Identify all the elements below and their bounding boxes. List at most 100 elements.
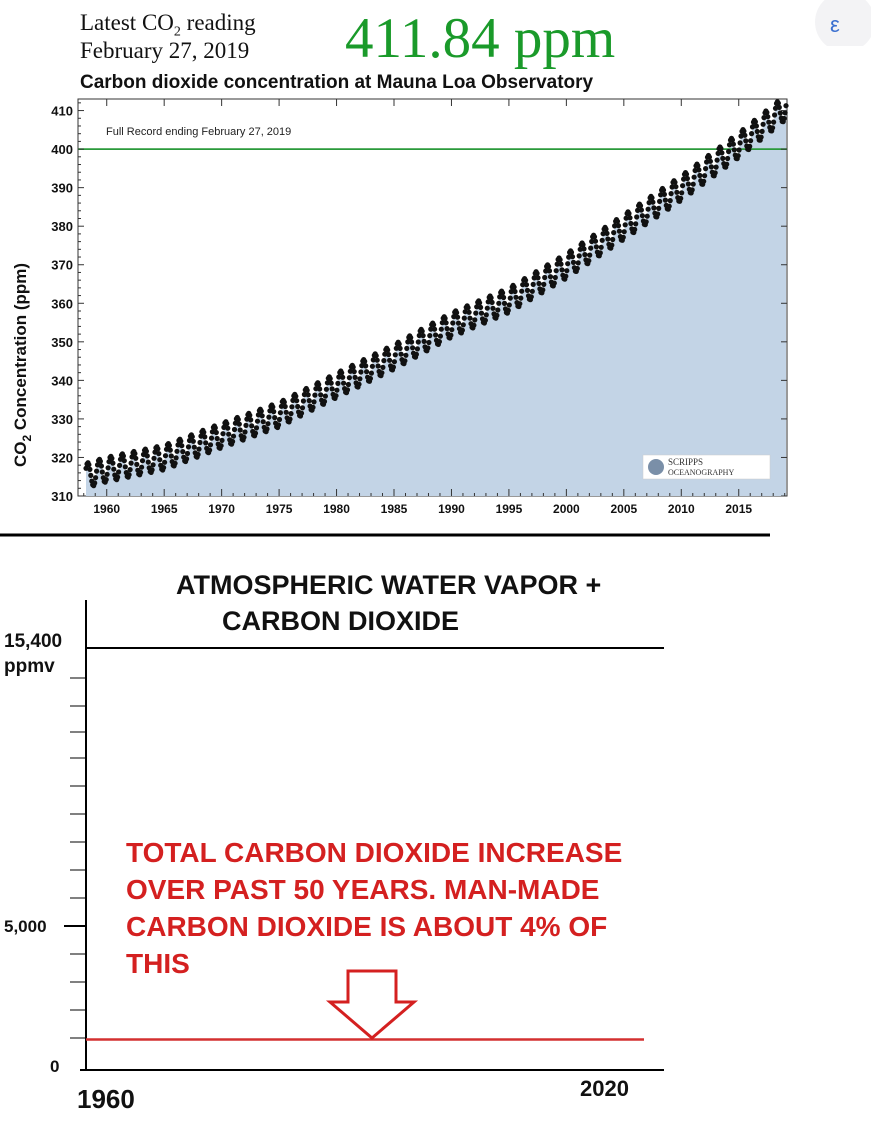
co2-point xyxy=(474,304,480,310)
co2-point xyxy=(569,254,576,260)
co2-point xyxy=(290,397,296,403)
co2-point xyxy=(111,466,117,472)
co2-point xyxy=(115,474,121,480)
co2-point xyxy=(621,229,627,235)
co2-point xyxy=(144,453,150,459)
co2-point xyxy=(461,315,467,321)
co2-point xyxy=(753,123,760,129)
scripps-logo: SCRIPPS OCEANOGRAPHY xyxy=(642,454,771,480)
co2-point xyxy=(431,322,437,328)
co2-point xyxy=(346,375,352,381)
co2-point xyxy=(449,327,455,333)
co2-point xyxy=(754,128,760,135)
co2-point xyxy=(553,268,559,274)
co2-point xyxy=(374,357,380,363)
co2-point xyxy=(83,465,89,471)
co2-point xyxy=(530,281,536,287)
co2-point xyxy=(380,364,386,370)
co2-point xyxy=(178,438,184,444)
co2-point xyxy=(565,261,571,267)
co2-point xyxy=(766,119,772,125)
co2-point xyxy=(529,288,535,294)
co2-point xyxy=(87,466,93,472)
co2-point xyxy=(512,288,518,295)
co2-point xyxy=(98,463,104,469)
co2-point xyxy=(689,187,695,193)
co2-point xyxy=(679,190,685,196)
co2-point xyxy=(593,244,600,250)
co2-point xyxy=(485,299,491,305)
x-tick-label: 1985 xyxy=(381,502,408,516)
co2-point xyxy=(546,268,553,274)
y-axis-label: CO2 Concentration (ppm) xyxy=(11,263,34,467)
x-tick-label: 1980 xyxy=(323,502,350,516)
co2-point xyxy=(201,429,207,435)
co2-point xyxy=(126,472,132,478)
co2-point xyxy=(278,403,284,409)
co2-point xyxy=(236,421,242,427)
co2-point xyxy=(316,381,322,388)
co2-point xyxy=(232,420,238,426)
co2-point xyxy=(772,112,778,118)
co2-point xyxy=(272,415,278,421)
co2-point xyxy=(241,434,247,440)
co2-point xyxy=(660,187,667,193)
co2-point xyxy=(172,460,178,466)
co2-point xyxy=(390,364,396,370)
x-tick-label: 2010 xyxy=(668,502,695,516)
co2-point xyxy=(523,277,529,283)
co2-point xyxy=(409,339,415,345)
co2-point xyxy=(375,363,381,369)
co2-point xyxy=(162,453,169,459)
co2-point xyxy=(247,412,253,418)
co2-point xyxy=(462,309,468,315)
co2-point xyxy=(770,125,776,131)
co2-point xyxy=(564,268,570,274)
co2-point xyxy=(143,448,149,454)
co2-point xyxy=(347,368,353,374)
co2-point xyxy=(609,242,615,248)
co2-point xyxy=(293,393,299,399)
co2-point xyxy=(324,380,330,386)
co2-point xyxy=(221,424,227,430)
co2-point xyxy=(551,280,557,286)
co2-point xyxy=(254,418,261,424)
co2-point xyxy=(94,462,101,468)
co2-point xyxy=(587,252,593,258)
co2-point xyxy=(713,164,719,170)
co2-point xyxy=(214,435,220,442)
co2-point xyxy=(404,345,410,351)
corner-app-icon[interactable]: ε xyxy=(800,0,871,52)
co2-point xyxy=(92,480,98,486)
x-tick-label: 1990 xyxy=(438,502,465,516)
svg-text:OCEANOGRAPHY: OCEANOGRAPHY xyxy=(668,468,734,477)
co2-point xyxy=(738,133,744,139)
co2-point xyxy=(189,434,195,440)
co2-point xyxy=(576,253,582,259)
co2-point xyxy=(726,142,733,148)
co2-point xyxy=(726,148,732,155)
co2-point xyxy=(184,456,190,462)
co2-point xyxy=(442,315,448,321)
co2-point xyxy=(379,370,385,376)
co2-point xyxy=(103,477,109,483)
co2-point xyxy=(88,472,94,478)
co2-point xyxy=(528,294,534,300)
co2-point xyxy=(359,363,365,369)
x-axis-ticks: 1960 1965 1970 1975 1980 1985 1990 1995 2000 2005… xyxy=(83,99,786,516)
co2-point xyxy=(219,437,225,443)
co2-point xyxy=(408,335,414,341)
co2-point xyxy=(646,200,652,206)
corner-icon-glyph: ε xyxy=(830,12,840,37)
co2-point xyxy=(775,100,782,106)
co2-point xyxy=(403,352,409,358)
co2-point xyxy=(252,430,259,436)
co2-point xyxy=(197,439,203,446)
latest-reading-label: Latest CO2 reading xyxy=(80,10,256,40)
co2-point xyxy=(490,305,496,311)
co2-point xyxy=(415,339,421,345)
co2-point xyxy=(540,287,546,293)
co2-point xyxy=(552,274,558,281)
co2-point xyxy=(702,173,708,179)
xtick-1960: 1960 xyxy=(77,1084,135,1114)
